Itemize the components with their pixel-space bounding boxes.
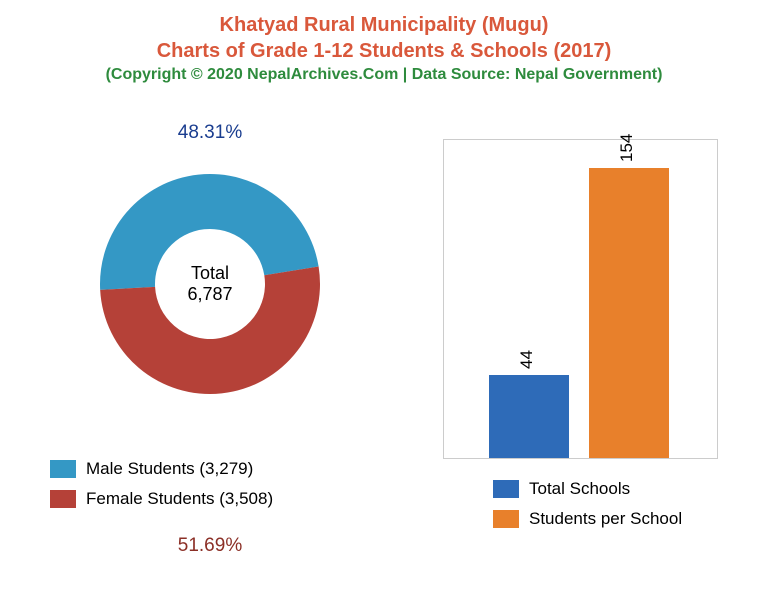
donut-percent-female: 51.69%: [178, 535, 242, 557]
legend-label-female: Female Students (3,508): [86, 489, 273, 509]
legend-swatch-female: [50, 490, 76, 508]
donut-legend: Male Students (3,279) Female Students (3…: [30, 459, 390, 509]
title-line-1: Khatyad Rural Municipality (Mugu): [0, 12, 768, 38]
donut-wrap: Total 6,787: [70, 144, 350, 424]
bar-1: [589, 168, 669, 458]
bar-value-label-0: 44: [517, 350, 537, 369]
legend-label-sps: Students per School: [529, 509, 682, 529]
legend-swatch-male: [50, 460, 76, 478]
legend-item-schools: Total Schools: [493, 479, 738, 499]
legend-swatch-sps: [493, 510, 519, 528]
charts-row: 48.31% Total 6,787 51.69% Male Students …: [0, 84, 768, 539]
donut-chart-section: 48.31% Total 6,787 51.69% Male Students …: [30, 104, 390, 539]
donut-total-value: 6,787: [187, 284, 232, 305]
bar-value-label-1: 154: [617, 134, 637, 162]
copyright-line: (Copyright © 2020 NepalArchives.Com | Da…: [0, 66, 768, 84]
legend-item-female: Female Students (3,508): [50, 489, 390, 509]
bar-plot-area: 44154: [443, 139, 718, 459]
bar-chart-section: 44154 Total Schools Students per School: [423, 104, 738, 539]
legend-item-sps: Students per School: [493, 509, 738, 529]
legend-swatch-schools: [493, 480, 519, 498]
chart-header: Khatyad Rural Municipality (Mugu) Charts…: [0, 0, 768, 84]
legend-label-schools: Total Schools: [529, 479, 630, 499]
bar-legend: Total Schools Students per School: [423, 479, 738, 529]
bar-0: [489, 375, 569, 458]
donut-total-label: Total: [187, 263, 232, 284]
legend-label-male: Male Students (3,279): [86, 459, 253, 479]
legend-item-male: Male Students (3,279): [50, 459, 390, 479]
donut-center: Total 6,787: [187, 263, 232, 305]
donut-percent-male: 48.31%: [178, 122, 242, 144]
title-line-2: Charts of Grade 1-12 Students & Schools …: [0, 38, 768, 64]
